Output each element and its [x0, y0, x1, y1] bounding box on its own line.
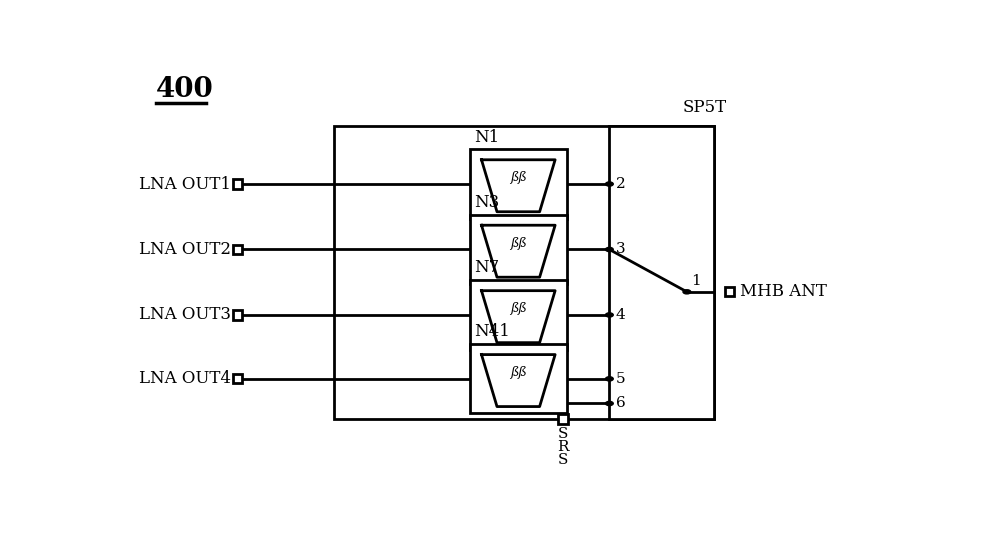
Bar: [725, 287, 734, 296]
Bar: [470, 215, 567, 284]
Text: LNA OUT1: LNA OUT1: [139, 176, 231, 192]
Text: 6: 6: [616, 397, 625, 411]
Bar: [233, 179, 242, 189]
Text: MHB ANT: MHB ANT: [740, 284, 827, 300]
Bar: [470, 149, 567, 219]
Text: 4: 4: [616, 308, 625, 322]
Text: ßß: ßß: [510, 237, 527, 250]
Text: ßß: ßß: [510, 366, 527, 379]
Circle shape: [606, 182, 613, 186]
Circle shape: [606, 402, 613, 405]
Text: LNA OUT4: LNA OUT4: [139, 370, 231, 388]
Text: 1: 1: [691, 274, 700, 288]
Text: N7: N7: [474, 259, 499, 277]
Text: ßß: ßß: [510, 302, 527, 315]
Text: 5: 5: [616, 372, 625, 386]
Text: 2: 2: [616, 177, 625, 191]
Bar: [470, 344, 567, 413]
Bar: [558, 414, 568, 424]
Bar: [334, 126, 714, 419]
Bar: [233, 310, 242, 320]
Circle shape: [606, 377, 613, 381]
Bar: [470, 280, 567, 350]
Text: SP5T: SP5T: [683, 99, 727, 115]
Circle shape: [683, 290, 691, 294]
Circle shape: [606, 313, 613, 317]
Bar: [609, 126, 714, 419]
Bar: [233, 245, 242, 254]
Text: LNA OUT2: LNA OUT2: [139, 241, 231, 258]
Text: N41: N41: [474, 323, 510, 340]
Bar: [233, 374, 242, 383]
Text: 400: 400: [156, 76, 214, 103]
Text: N3: N3: [474, 194, 499, 211]
Circle shape: [606, 247, 613, 252]
Text: S
R
S: S R S: [557, 427, 569, 467]
Text: 3: 3: [616, 243, 625, 257]
Text: N1: N1: [474, 128, 499, 146]
Text: ßß: ßß: [510, 171, 527, 184]
Text: LNA OUT3: LNA OUT3: [139, 307, 231, 323]
